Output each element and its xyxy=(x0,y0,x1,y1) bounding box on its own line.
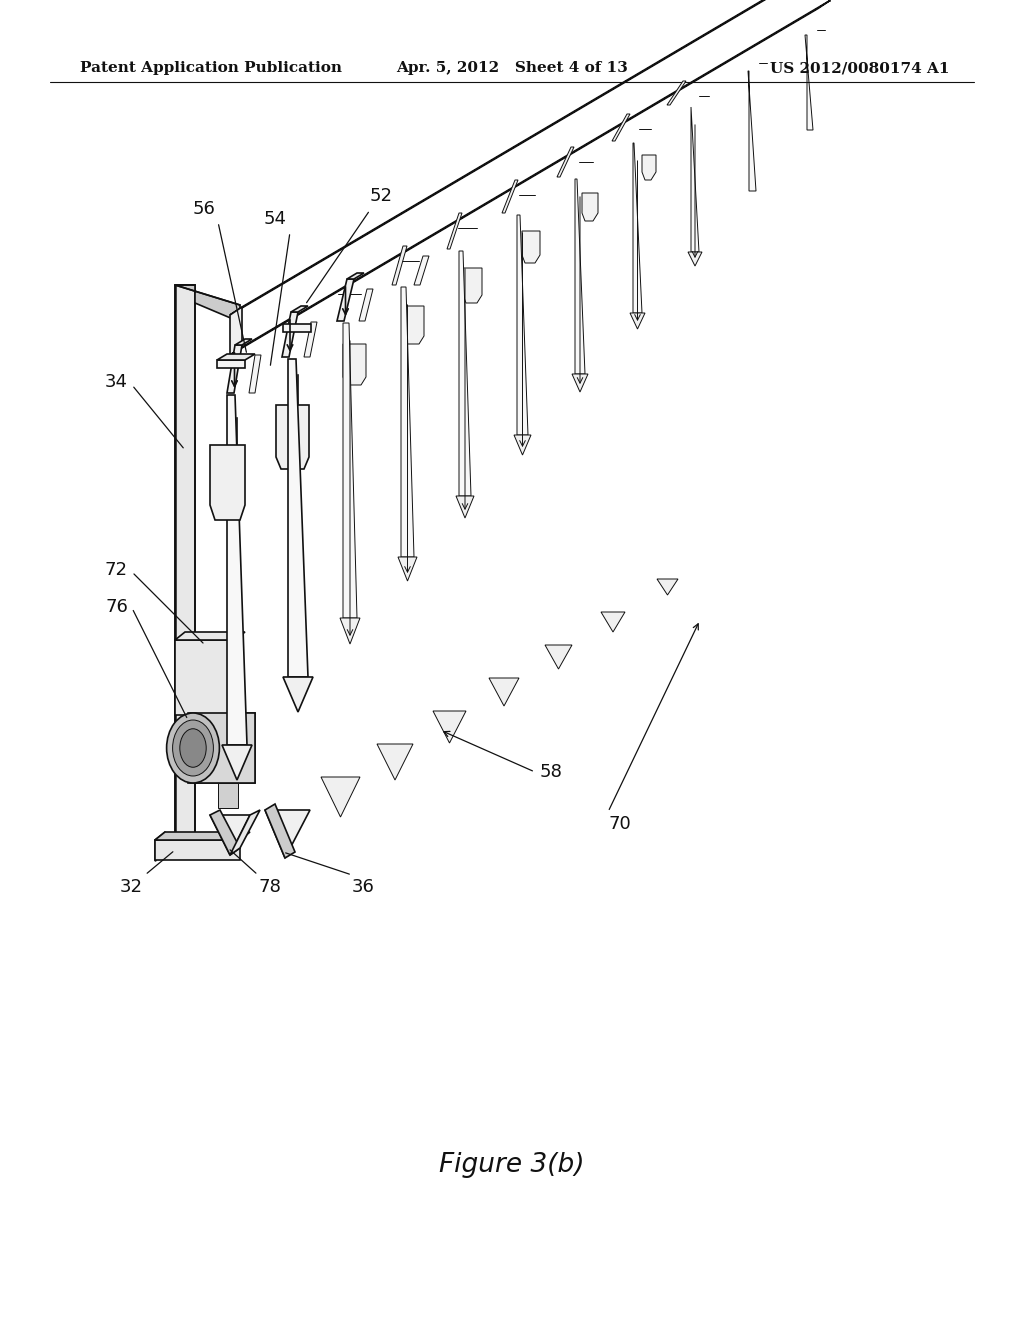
Text: 56: 56 xyxy=(193,201,215,218)
Polygon shape xyxy=(340,618,360,644)
Polygon shape xyxy=(217,354,255,360)
Polygon shape xyxy=(456,496,474,517)
Polygon shape xyxy=(175,632,245,640)
Polygon shape xyxy=(343,345,366,385)
Text: 70: 70 xyxy=(608,814,631,833)
Text: 72: 72 xyxy=(105,561,128,579)
Polygon shape xyxy=(657,579,678,595)
Ellipse shape xyxy=(180,729,206,767)
Polygon shape xyxy=(630,313,645,329)
Polygon shape xyxy=(155,840,240,861)
Polygon shape xyxy=(283,323,311,333)
Polygon shape xyxy=(582,193,598,220)
Polygon shape xyxy=(291,306,308,312)
Polygon shape xyxy=(343,323,357,618)
Polygon shape xyxy=(282,312,298,356)
Text: Patent Application Publication: Patent Application Publication xyxy=(80,61,342,75)
Polygon shape xyxy=(805,36,813,129)
Polygon shape xyxy=(691,107,699,252)
Polygon shape xyxy=(557,147,574,177)
Polygon shape xyxy=(155,832,250,840)
Polygon shape xyxy=(377,744,413,780)
Polygon shape xyxy=(218,783,238,808)
Text: 54: 54 xyxy=(264,210,287,228)
Polygon shape xyxy=(230,810,260,855)
Polygon shape xyxy=(217,360,245,368)
Polygon shape xyxy=(398,557,417,581)
Polygon shape xyxy=(337,279,354,321)
Polygon shape xyxy=(288,359,308,677)
Polygon shape xyxy=(249,355,261,393)
Polygon shape xyxy=(517,215,528,436)
Ellipse shape xyxy=(167,713,219,783)
Polygon shape xyxy=(447,213,462,249)
Polygon shape xyxy=(463,268,482,304)
Polygon shape xyxy=(601,612,625,632)
Polygon shape xyxy=(433,711,466,743)
Polygon shape xyxy=(210,810,240,855)
Polygon shape xyxy=(230,0,830,355)
Polygon shape xyxy=(502,180,518,213)
Text: 52: 52 xyxy=(370,187,393,205)
Polygon shape xyxy=(572,374,588,392)
Polygon shape xyxy=(283,677,313,711)
Polygon shape xyxy=(612,114,630,141)
Polygon shape xyxy=(688,252,702,267)
Text: 58: 58 xyxy=(540,763,563,781)
Text: Figure 3(b): Figure 3(b) xyxy=(439,1152,585,1177)
Polygon shape xyxy=(459,251,471,496)
Polygon shape xyxy=(514,436,531,455)
Polygon shape xyxy=(633,143,642,313)
Polygon shape xyxy=(265,804,295,858)
Polygon shape xyxy=(642,154,656,180)
Polygon shape xyxy=(401,286,414,557)
Text: 34: 34 xyxy=(105,374,128,391)
Polygon shape xyxy=(304,322,317,356)
Polygon shape xyxy=(265,810,310,858)
Polygon shape xyxy=(234,339,252,345)
Polygon shape xyxy=(210,445,245,520)
Polygon shape xyxy=(392,246,407,285)
Text: 32: 32 xyxy=(120,878,143,896)
Polygon shape xyxy=(403,306,424,345)
Polygon shape xyxy=(414,256,429,285)
Polygon shape xyxy=(230,308,242,355)
Ellipse shape xyxy=(173,719,213,776)
Polygon shape xyxy=(188,713,255,783)
Text: 78: 78 xyxy=(258,878,281,896)
Polygon shape xyxy=(175,640,234,729)
Polygon shape xyxy=(175,285,240,322)
Polygon shape xyxy=(522,231,540,263)
Polygon shape xyxy=(227,345,242,393)
Text: 76: 76 xyxy=(105,598,128,616)
Polygon shape xyxy=(321,777,360,817)
Polygon shape xyxy=(545,645,572,669)
Polygon shape xyxy=(748,71,756,191)
Polygon shape xyxy=(210,814,250,855)
Polygon shape xyxy=(359,289,373,321)
Text: Apr. 5, 2012   Sheet 4 of 13: Apr. 5, 2012 Sheet 4 of 13 xyxy=(396,61,628,75)
Polygon shape xyxy=(175,285,195,850)
Polygon shape xyxy=(222,744,252,780)
Polygon shape xyxy=(347,273,364,279)
Polygon shape xyxy=(276,405,309,469)
Text: 36: 36 xyxy=(352,878,375,896)
Polygon shape xyxy=(667,81,686,106)
Polygon shape xyxy=(227,395,247,744)
Polygon shape xyxy=(230,0,830,315)
Polygon shape xyxy=(489,678,519,706)
Text: US 2012/0080174 A1: US 2012/0080174 A1 xyxy=(770,61,950,75)
Polygon shape xyxy=(575,180,585,374)
